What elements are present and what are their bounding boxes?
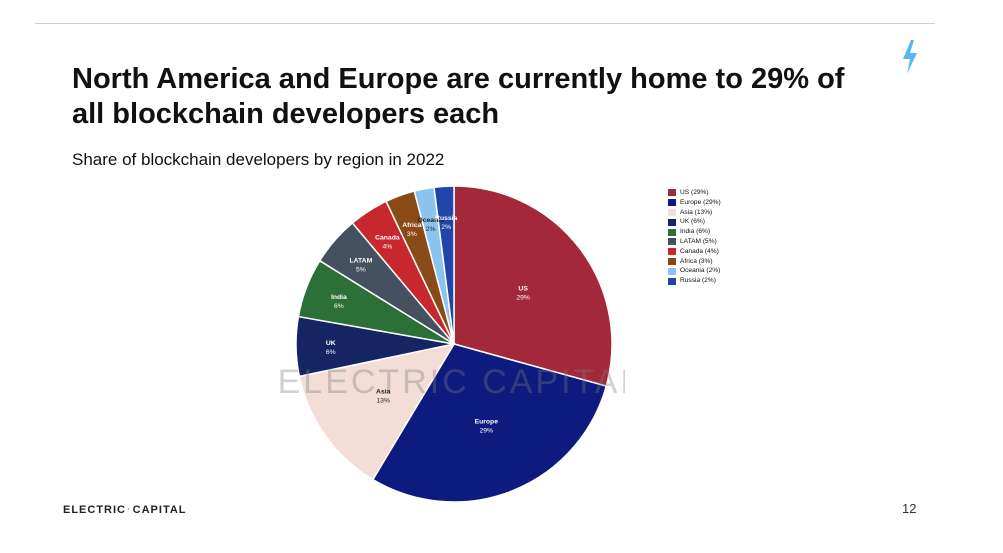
- legend-label: UK (6%): [680, 218, 705, 226]
- legend-item-russia: Russia (2%): [668, 276, 721, 286]
- legend-label: LATAM (5%): [680, 237, 717, 245]
- slice-label-latam: LATAM: [349, 257, 372, 264]
- slice-value-latam: 5%: [356, 266, 366, 273]
- legend-item-africa: Africa (3%): [668, 257, 721, 267]
- legend-item-europe: Europe (29%): [668, 198, 721, 208]
- slice-value-us: 29%: [516, 294, 530, 301]
- legend-item-oceania: Oceania (2%): [668, 266, 721, 276]
- slide-title: North America and Europe are currently h…: [72, 63, 845, 130]
- legend-label: Canada (4%): [680, 247, 719, 255]
- legend-swatch: [668, 257, 676, 265]
- slice-value-europe: 29%: [479, 428, 493, 435]
- footer-logo: ELECTRIC·CAPITAL: [63, 504, 187, 516]
- footer-logo-left: ELECTRIC: [63, 504, 126, 516]
- logo-dot-icon: ·: [127, 504, 132, 516]
- slice-label-asia: Asia: [376, 388, 391, 395]
- legend-swatch: [668, 228, 676, 236]
- legend-label: Asia (13%): [680, 208, 713, 216]
- legend-item-us: US (29%): [668, 188, 721, 198]
- pie-slice-us: [453, 185, 613, 388]
- slice-label-europe: Europe: [475, 419, 499, 426]
- pie-slice-asia: [298, 342, 456, 481]
- slice-label-africa: Africa: [402, 222, 421, 229]
- watermark: ELECTRIC CAPITAL: [280, 363, 625, 401]
- slice-value-oceania: 2%: [426, 226, 436, 233]
- legend-label: Russia (2%): [680, 277, 716, 285]
- legend-label: India (6%): [680, 228, 711, 236]
- slice-value-uk: 6%: [326, 349, 336, 356]
- legend-item-canada: Canada (4%): [668, 247, 721, 257]
- slice-value-africa: 3%: [407, 231, 417, 238]
- lightning-bolt-icon: [903, 40, 917, 74]
- page-number: 12: [902, 501, 917, 516]
- pie-chart: ELECTRIC CAPITAL US 29% Europe 29% Asia 13% UK…: [280, 185, 625, 503]
- slice-label-oceania: Oceania: [417, 217, 444, 224]
- legend-item-asia: Asia (13%): [668, 208, 721, 218]
- slice-label-us: US: [518, 285, 528, 292]
- slice-value-india: 6%: [334, 303, 344, 310]
- chart-subtitle: Share of blockchain developers by region…: [72, 150, 445, 169]
- legend-label: US (29%): [680, 189, 709, 196]
- legend-item-uk: UK (6%): [668, 217, 721, 227]
- top-divider: [35, 23, 935, 24]
- footer-logo-right: CAPITAL: [132, 504, 187, 516]
- legend-label: Europe (29%): [680, 198, 721, 206]
- legend-item-india: India (6%): [668, 227, 721, 237]
- legend-swatch: [668, 277, 676, 285]
- legend-swatch: [668, 208, 676, 216]
- legend-swatch: [668, 189, 676, 197]
- slice-value-canada: 4%: [382, 243, 392, 250]
- legend-label: Oceania (2%): [680, 267, 721, 275]
- slice-label-canada: Canada: [375, 234, 400, 241]
- pie-slice-russia: [433, 185, 455, 345]
- slice-value-russia: 2%: [441, 224, 451, 231]
- slice-label-uk: UK: [326, 340, 336, 347]
- legend-swatch: [668, 267, 676, 275]
- legend-label: Africa (3%): [680, 257, 713, 265]
- legend-swatch: [668, 199, 676, 207]
- legend-item-latam: LATAM (5%): [668, 237, 721, 247]
- legend-swatch: [668, 248, 676, 256]
- slice-value-asia: 13%: [376, 397, 390, 404]
- legend-swatch: [668, 238, 676, 246]
- slice-label-russia: Russia: [435, 215, 458, 222]
- chart-legend: US (29%) Europe (29%) Asia (13%) UK (6%) Ind…: [668, 188, 721, 286]
- slice-label-india: India: [331, 294, 347, 301]
- legend-swatch: [668, 218, 676, 226]
